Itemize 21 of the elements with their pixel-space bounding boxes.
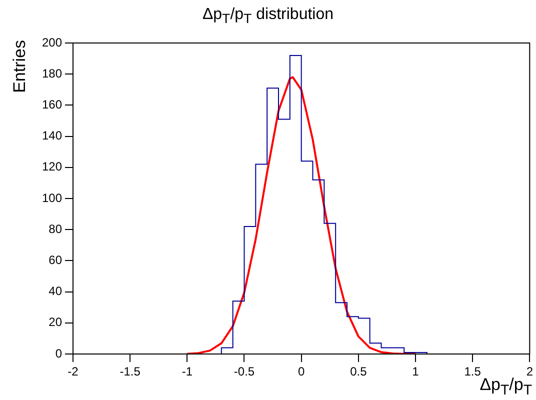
- chart-title: Δp$_{T}$/p$_{T}$ distribution: [201, 6, 335, 26]
- y-tick-label: 40: [48, 284, 62, 298]
- y-axis-title: Entries: [10, 40, 30, 93]
- y-tick-label: 160: [42, 98, 62, 112]
- x-tick-label: -0.5: [234, 364, 255, 379]
- y-tick-label: 140: [42, 128, 62, 143]
- x-tick-label: -2: [68, 364, 79, 379]
- x-tick-label: -1: [182, 364, 193, 379]
- y-tick-label: 20: [48, 315, 62, 330]
- y-tick-label: 80: [48, 222, 62, 236]
- x-tick-label: 0: [298, 364, 305, 379]
- y-tick-label: 60: [48, 253, 62, 268]
- x-tick-label: 1.5: [464, 364, 482, 379]
- y-tick-label: 120: [42, 160, 62, 174]
- x-tick-label: -1.5: [120, 364, 141, 379]
- x-tick-label: 0.5: [350, 364, 368, 379]
- x-tick-label: 1: [412, 364, 420, 379]
- y-tick-label: 100: [42, 190, 62, 205]
- y-tick-label: 180: [42, 66, 62, 80]
- y-tick-label: 200: [42, 35, 62, 50]
- y-tick-label: 0: [55, 346, 62, 360]
